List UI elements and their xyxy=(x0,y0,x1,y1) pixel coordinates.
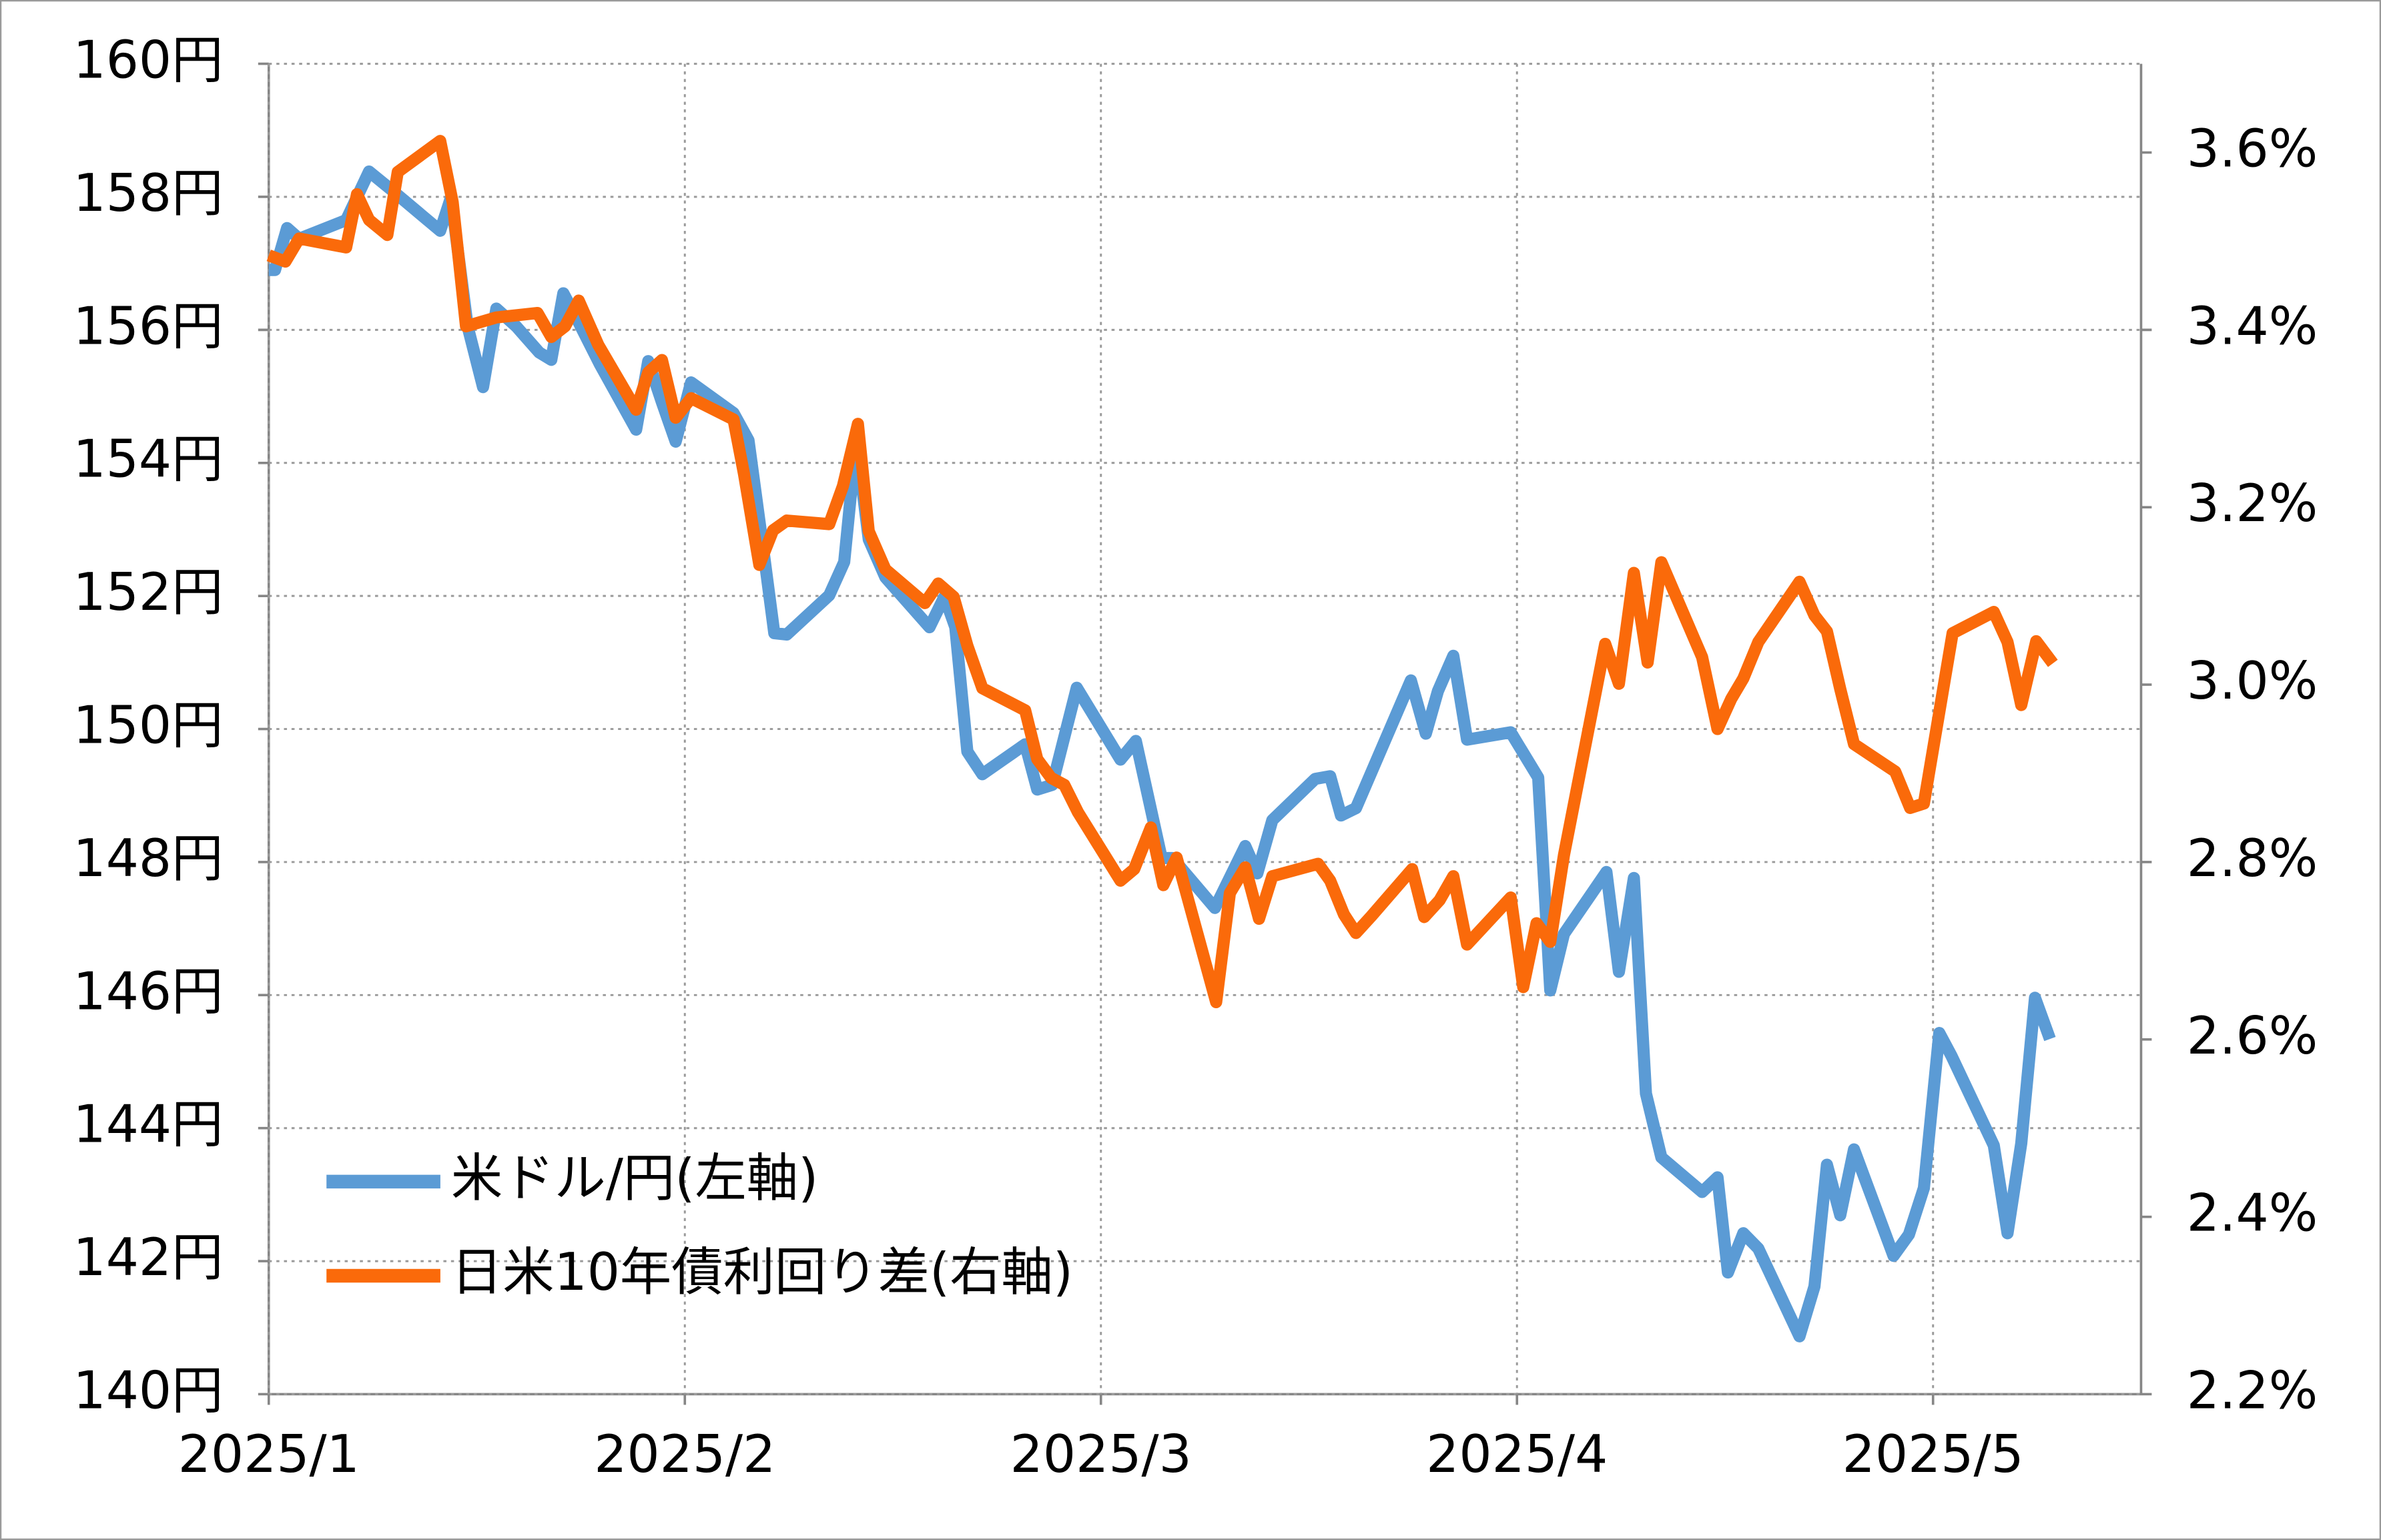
y-tick-label: 160円 xyxy=(73,31,224,91)
y-tick-label: 158円 xyxy=(73,163,224,224)
y-tick-label: 150円 xyxy=(73,696,224,756)
y-tick-label: 148円 xyxy=(73,829,224,889)
y2-tick-label: 2.8% xyxy=(2187,829,2318,889)
y2-tick-label: 2.6% xyxy=(2187,1006,2318,1066)
x-tick-label: 2025/1 xyxy=(178,1425,360,1485)
y-tick-label: 156円 xyxy=(73,296,224,356)
y2-tick-label: 3.2% xyxy=(2187,474,2318,534)
y2-tick-label: 3.6% xyxy=(2187,119,2318,179)
y2-tick-label: 3.0% xyxy=(2187,651,2318,711)
x-tick-label: 2025/4 xyxy=(1426,1425,1608,1485)
legend-label: 米ドル/円(左軸) xyxy=(451,1148,819,1208)
x-tick-label: 2025/3 xyxy=(1010,1425,1192,1485)
y2-tick-label: 3.4% xyxy=(2187,296,2318,356)
y2-tick-label: 2.4% xyxy=(2187,1184,2318,1244)
y2-tick-label: 2.2% xyxy=(2187,1361,2318,1421)
y-tick-label: 146円 xyxy=(73,961,224,1022)
y-tick-label: 140円 xyxy=(73,1361,224,1421)
x-tick-label: 2025/2 xyxy=(594,1425,775,1485)
y-tick-label: 142円 xyxy=(73,1228,224,1288)
y-tick-label: 144円 xyxy=(73,1095,224,1155)
legend-label: 日米10年債利回り差(右軸) xyxy=(451,1242,1073,1302)
x-tick-label: 2025/5 xyxy=(1842,1425,2024,1485)
y-tick-label: 154円 xyxy=(73,430,224,490)
y-tick-label: 152円 xyxy=(73,562,224,623)
series-line xyxy=(266,135,2058,1009)
